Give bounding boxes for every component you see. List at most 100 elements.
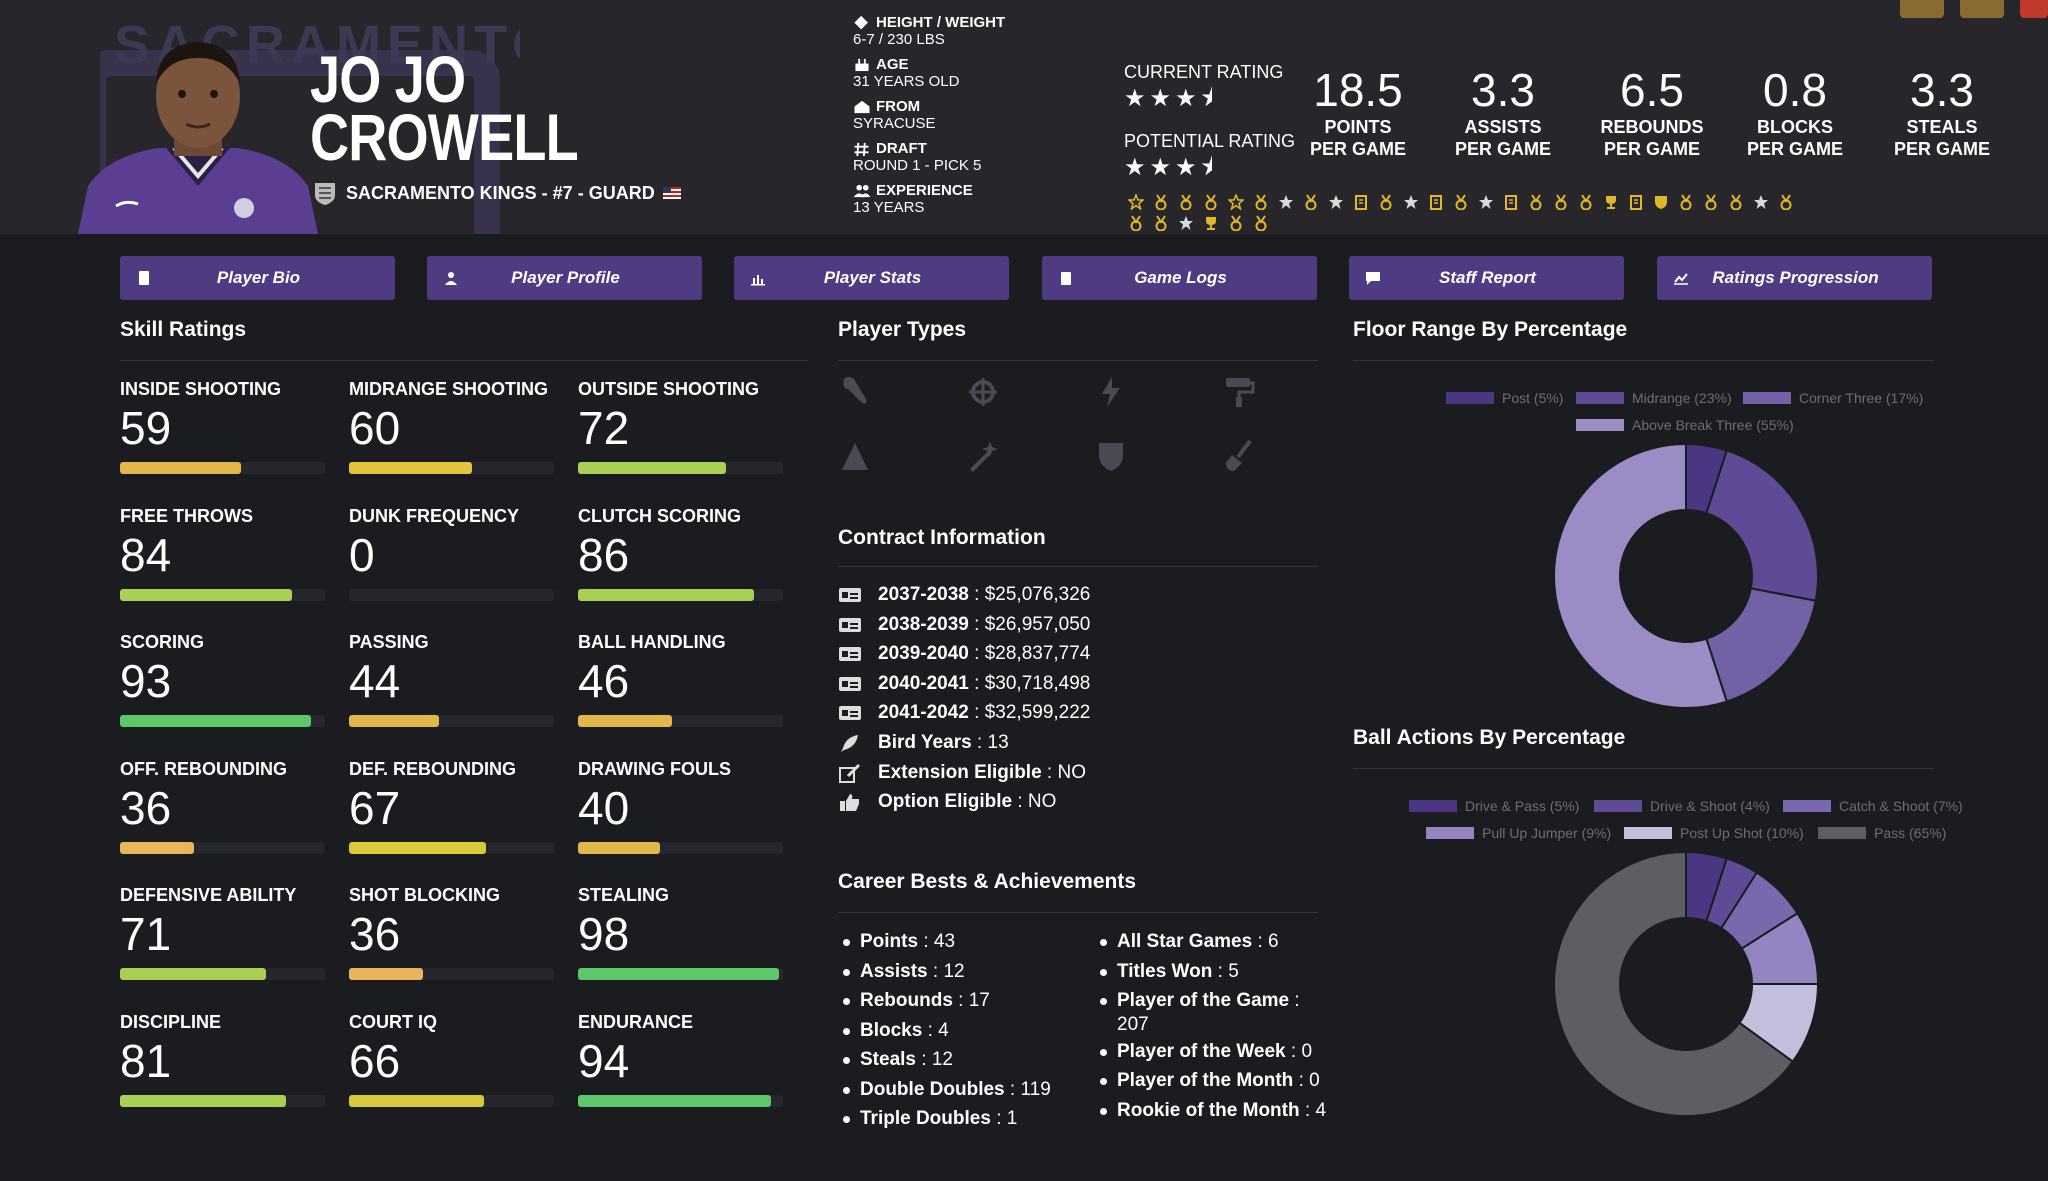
skill-discipline: DISCIPLINE 81 xyxy=(120,1011,325,1107)
medal-badge-icon[interactable] xyxy=(1452,193,1470,211)
money-icon xyxy=(839,617,861,632)
donut-slice[interactable] xyxy=(1553,442,1729,709)
magic-wand-icon[interactable] xyxy=(966,439,1000,473)
medal-badge-icon[interactable] xyxy=(1177,193,1195,211)
legend-item[interactable]: Catch & Shoot (7%) xyxy=(1783,798,1963,814)
medal-badge-icon[interactable] xyxy=(1377,193,1395,211)
nav-ratings-progression-button[interactable]: Ratings Progression xyxy=(1657,256,1932,300)
achievement-label: Player of the Week xyxy=(1117,1041,1286,1062)
legend-item[interactable]: Drive & Pass (5%) xyxy=(1409,798,1579,814)
stat-label: POINTS xyxy=(1324,117,1392,137)
nav-label: Player Stats xyxy=(823,268,922,287)
legend-swatch xyxy=(1818,827,1866,839)
achievement-item: Player of the Month : 0 xyxy=(1100,1069,1320,1093)
donut-slice[interactable] xyxy=(1705,449,1819,602)
bullet xyxy=(843,1116,850,1123)
achievement-value: 6 xyxy=(1268,931,1279,952)
money-icon xyxy=(839,676,861,691)
lightning-icon[interactable] xyxy=(1094,375,1128,409)
skill-bar xyxy=(578,588,783,601)
stat-sublabel: PER GAME xyxy=(1603,139,1700,159)
achievement-item: All Star Games : 6 xyxy=(1100,930,1279,954)
legend-item[interactable]: Post (5%) xyxy=(1446,390,1563,406)
skill-bar-fill xyxy=(349,715,440,727)
career-best-text: Steals : 12 xyxy=(860,1049,953,1070)
legend-item[interactable]: Above Break Three (55%) xyxy=(1576,417,1794,433)
medal-badge-icon[interactable] xyxy=(1302,193,1320,211)
trophy-badge-icon[interactable] xyxy=(1202,214,1220,232)
wrench-icon[interactable] xyxy=(838,375,872,409)
nav-player-profile-button[interactable]: Player Profile xyxy=(427,256,702,300)
medal-badge-icon[interactable] xyxy=(1527,193,1545,211)
skill-midrange-shooting: MIDRANGE SHOOTING 60 xyxy=(349,378,554,474)
shield-badge-icon[interactable] xyxy=(1652,193,1670,211)
bullet xyxy=(1100,1078,1107,1085)
medal-badge-icon[interactable] xyxy=(1552,193,1570,211)
ruler-icon xyxy=(854,15,868,30)
legend-item[interactable]: Corner Three (17%) xyxy=(1743,390,1923,406)
donut-slice[interactable] xyxy=(1553,850,1795,1117)
nav-player-bio-button[interactable]: Player Bio xyxy=(120,256,395,300)
legend-item[interactable]: Pass (65%) xyxy=(1818,825,1946,841)
money-icon xyxy=(839,706,861,721)
legend-item[interactable]: Pull Up Jumper (9%) xyxy=(1426,825,1611,841)
contract-label: 2039-2040 xyxy=(878,643,969,665)
career-best-label: Steals xyxy=(860,1049,916,1070)
trophy-badge-icon[interactable] xyxy=(1602,193,1620,211)
medal-badge-icon[interactable] xyxy=(1252,214,1270,232)
nav-player-stats-button[interactable]: Player Stats xyxy=(734,256,1009,300)
info-label-text: HEIGHT / WEIGHT xyxy=(876,14,1006,31)
medal-badge-icon[interactable] xyxy=(1227,214,1245,232)
star-outline-badge-icon[interactable] xyxy=(1227,193,1245,211)
star-badge-icon[interactable] xyxy=(1752,193,1770,211)
shield-icon[interactable] xyxy=(1094,439,1128,473)
medal-badge-icon[interactable] xyxy=(1152,214,1170,232)
top-close-button[interactable] xyxy=(2020,0,2048,18)
medal-badge-icon[interactable] xyxy=(1152,193,1170,211)
medal-badge-icon[interactable] xyxy=(1677,193,1695,211)
achievement-label: All Star Games xyxy=(1117,931,1253,952)
clipboard-badge-icon[interactable] xyxy=(1502,193,1520,211)
star-badge-icon[interactable] xyxy=(1477,193,1495,211)
nav-game-logs-button[interactable]: Game Logs xyxy=(1042,256,1317,300)
top-action-button-1[interactable] xyxy=(1900,0,1944,18)
paint-roller-icon[interactable] xyxy=(1222,375,1256,409)
career-best-value: 12 xyxy=(943,960,965,982)
career-best-label: Double Doubles xyxy=(860,1078,1005,1100)
star-badge-icon[interactable] xyxy=(1277,193,1295,211)
triangle-ruler-icon[interactable] xyxy=(838,439,872,473)
star-outline-badge-icon[interactable] xyxy=(1127,193,1145,211)
star-badge-icon[interactable] xyxy=(1177,214,1195,232)
broom-icon[interactable] xyxy=(1222,439,1256,473)
legend-item[interactable]: Post Up Shot (10%) xyxy=(1624,825,1804,841)
nav-staff-report-button[interactable]: Staff Report xyxy=(1349,256,1624,300)
legend-item[interactable]: Midrange (23%) xyxy=(1576,390,1732,406)
contract-row: 2040-2041 : $30,718,498 xyxy=(838,673,1090,695)
medal-badge-icon[interactable] xyxy=(1777,193,1795,211)
contract-text: Extension Eligible : NO xyxy=(878,761,1086,783)
medal-badge-icon[interactable] xyxy=(1202,193,1220,211)
id-card-icon xyxy=(139,271,149,285)
achievement-text: Titles Won : 5 xyxy=(1117,961,1239,982)
clipboard-badge-icon[interactable] xyxy=(1427,193,1445,211)
top-action-button-2[interactable] xyxy=(1960,0,2004,18)
legend-label: Post (5%) xyxy=(1502,390,1564,406)
clipboard-badge-icon[interactable] xyxy=(1352,193,1370,211)
star-badge-icon[interactable] xyxy=(1327,193,1345,211)
clipboard-badge-icon[interactable] xyxy=(1627,193,1645,211)
donut-slice[interactable] xyxy=(1705,587,1817,703)
star-badge-icon[interactable] xyxy=(1402,193,1420,211)
medal-badge-icon[interactable] xyxy=(1252,193,1270,211)
info-value: ROUND 1 - PICK 5 xyxy=(853,157,982,174)
crosshair-icon[interactable] xyxy=(966,375,1000,409)
achievement-label: Player of the Month xyxy=(1117,1070,1294,1091)
medal-badge-icon[interactable] xyxy=(1727,193,1745,211)
medal-badge-icon[interactable] xyxy=(1702,193,1720,211)
medal-badge-icon[interactable] xyxy=(1577,193,1595,211)
career-best-text: Double Doubles : 119 xyxy=(860,1078,1051,1100)
bullet xyxy=(1100,1108,1107,1115)
legend-item[interactable]: Drive & Shoot (4%) xyxy=(1594,798,1770,814)
player-header: SACRAMENTO JO JO CROWELL SACRAMENTO KING… xyxy=(0,0,2048,234)
medal-badge-icon[interactable] xyxy=(1127,214,1145,232)
contract-value: $25,076,326 xyxy=(984,584,1091,605)
